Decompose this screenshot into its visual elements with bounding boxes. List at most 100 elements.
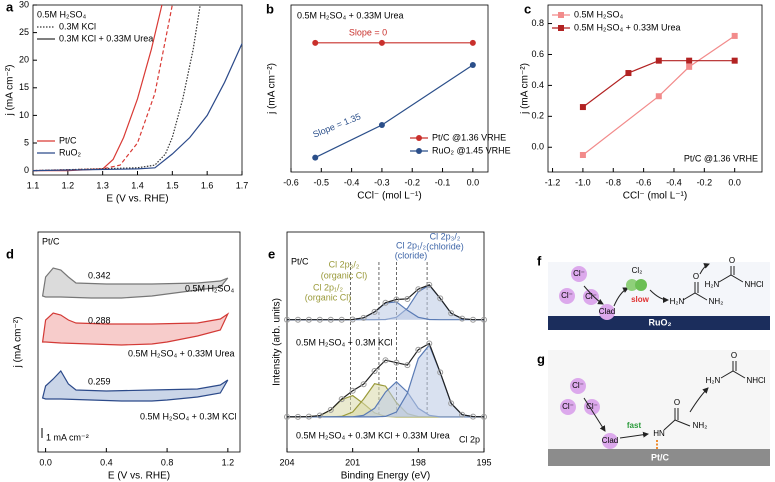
series-line	[41, 370, 229, 402]
annotation: 0.5M H₂SO₄ + 0.3M KCl	[296, 337, 392, 347]
marker	[349, 387, 356, 394]
diagram-g: Pt/C Cl⁻ Cl⁻ Cl⁻ Clad fast HN NH₂ O H₂N …	[548, 350, 770, 466]
arrow	[583, 397, 606, 432]
annotation: Cl 2p₁/₂	[313, 282, 344, 292]
marker	[579, 151, 586, 158]
series-line	[287, 342, 485, 418]
ion	[571, 266, 587, 282]
atom: H₂N	[706, 376, 721, 385]
x-axis-label: E (V vs. RHE)	[108, 471, 170, 482]
rate-label: fast	[627, 421, 642, 430]
marker	[360, 381, 367, 388]
y-tick-label: 0	[24, 165, 29, 175]
marker	[382, 299, 389, 306]
series-line	[41, 267, 229, 299]
ion-label: Cl⁻	[585, 292, 597, 301]
adsorbed-label: Clad	[602, 436, 618, 445]
marker	[327, 406, 334, 413]
diagram-f: RuO₂ Cl⁻ Cl⁻ Cl⁻ Clad Cl₂ slow H₂N NH₂ O…	[548, 256, 770, 330]
atom: O	[693, 272, 699, 281]
legend-label: Pt/C @1.36 VRHE	[432, 132, 506, 142]
x-tick-label: 0.0	[728, 177, 741, 187]
marker	[558, 12, 564, 18]
series-line	[32, 43, 243, 172]
marker	[338, 396, 345, 403]
marker	[316, 316, 323, 323]
marker	[470, 316, 477, 323]
plot-frame	[286, 231, 485, 453]
arrow	[699, 263, 710, 275]
marker	[625, 70, 632, 77]
annotation: Slope = 0	[349, 27, 387, 37]
panel-label: d	[6, 246, 14, 261]
plot-frame	[547, 4, 763, 173]
marker	[459, 315, 466, 322]
y-tick-label: 0.8	[531, 18, 544, 28]
product	[718, 266, 744, 283]
y-axis-label: Intensity (arb. units)	[272, 298, 283, 386]
marker	[686, 57, 693, 64]
ion	[559, 288, 575, 304]
annotation: 0.5M H₂SO₄ + 0.3M KCl + 0.33M Urea	[296, 430, 450, 440]
x-tick-label: -0.5	[314, 177, 330, 187]
annotation: 1 mA cm⁻²	[46, 432, 89, 442]
arrow	[583, 285, 604, 305]
surface-label: RuO₂	[649, 317, 672, 327]
arrow	[613, 287, 629, 307]
y-tick-label: 5	[24, 137, 29, 147]
annotation: Pt/C	[42, 236, 60, 246]
y-tick-label: 15	[19, 82, 29, 92]
annotation: Cl 2p₁/₂	[396, 240, 427, 250]
chlorine-label: Cl₂	[632, 266, 643, 275]
marker	[416, 135, 422, 141]
series-line	[33, 4, 163, 172]
legend-label: RuO₂	[59, 147, 82, 157]
annotation: Pt/C @1.36 VRHE	[684, 153, 758, 163]
x-tick-label: -0.6	[283, 177, 299, 187]
annotation: Cl 2p₃/₂	[329, 259, 360, 269]
annotation: 0.5M H₂SO₄ + 0.33M Urea	[297, 10, 403, 20]
x-axis-label: E (V vs. RHE)	[106, 194, 168, 205]
x-tick-label: -0.8	[606, 177, 622, 187]
surface-label: Pt/C	[651, 452, 670, 462]
marker	[469, 62, 476, 69]
x-tick-label: 201	[345, 457, 360, 467]
x-tick-label: 1.7	[236, 180, 249, 190]
y-tick-label: 10	[19, 110, 29, 120]
marker	[305, 316, 312, 323]
annotation: Cl 2p	[459, 434, 480, 444]
y-tick-label: 0.4	[531, 80, 544, 90]
atom: NHCl	[744, 280, 763, 289]
ion	[583, 289, 599, 305]
series-line	[287, 284, 484, 321]
legend-label: 0.5M H₂SO₄	[574, 9, 624, 19]
atom: O	[729, 256, 735, 265]
atom: NH₂	[693, 421, 708, 430]
panel-label: a	[6, 0, 14, 14]
background	[548, 350, 770, 466]
x-tick-label: 1.6	[201, 180, 214, 190]
x-tick-label: -1.2	[545, 177, 561, 187]
series-line	[582, 60, 735, 108]
panel-label: b	[266, 1, 274, 16]
marker	[312, 39, 319, 46]
series-line	[582, 35, 736, 156]
marker	[393, 359, 400, 366]
series-label: 0.5M H₂SO₄ + 0.33M Urea	[128, 348, 234, 358]
legend-label: Pt/C	[59, 135, 77, 145]
value-label: 0.259	[88, 376, 111, 386]
ion	[570, 378, 586, 394]
atom: HN	[653, 429, 665, 438]
atom: H₂N	[670, 297, 685, 306]
marker	[426, 281, 433, 288]
marker	[437, 369, 444, 376]
x-tick-label: 204	[279, 457, 294, 467]
marker	[426, 340, 433, 347]
ion	[560, 399, 576, 415]
x-tick-label: 1.5	[166, 180, 179, 190]
panel-label: e	[268, 246, 275, 261]
x-axis-label: CCl⁻ (mol L⁻¹)	[623, 191, 687, 202]
arrow	[689, 387, 709, 413]
marker	[294, 316, 301, 323]
chlorine	[635, 279, 647, 291]
